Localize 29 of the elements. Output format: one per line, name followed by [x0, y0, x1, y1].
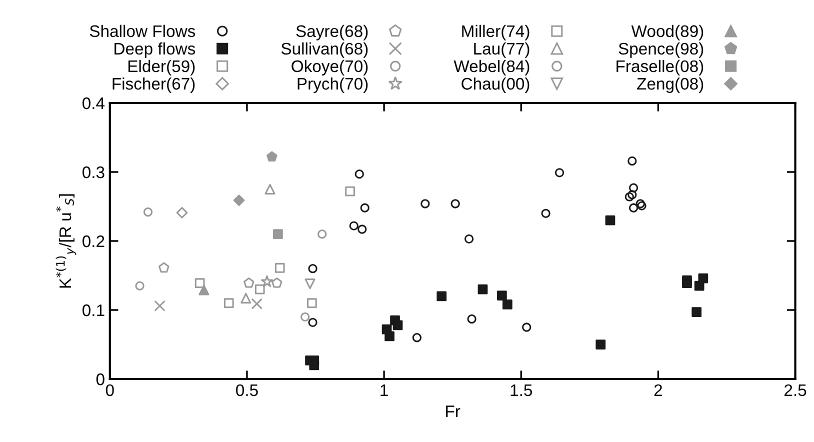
legend-label: Zeng(08) [637, 77, 704, 93]
x-tick-label: 2 [654, 384, 662, 396]
x-tick-label: 0 [106, 384, 114, 396]
legend-label: Prych(70) [298, 77, 368, 93]
legend-label: Sullivan(68) [281, 42, 368, 58]
legend-label: Miller(74) [462, 24, 530, 40]
legend-label: Elder(59) [128, 60, 195, 76]
y-tick-label: 0.4 [82, 97, 105, 110]
legend-label: Chau(00) [462, 77, 530, 93]
y-axis-title: K$^{*(1)}$$_{y}$/[R u$^{*}$$_{S}$] [56, 194, 76, 288]
x-axis-title: Fr [446, 406, 460, 418]
legend-label: Fischer(67) [112, 77, 195, 93]
legend-label: Sayre(68) [296, 24, 368, 40]
legend-label: Spence(98) [618, 42, 704, 58]
x-tick-label: 1.5 [510, 384, 532, 396]
y-tick-label: 0.3 [82, 166, 104, 178]
x-tick-label: 1 [380, 384, 388, 396]
legend-label: Deep flows [114, 42, 196, 58]
legend-label: Okoye(70) [292, 60, 368, 76]
legend-label: Shallow Flows [90, 24, 196, 38]
legend-label: Lau(77) [474, 42, 530, 58]
legend-label: Webel(84) [454, 60, 530, 76]
y-tick-label: 0.2 [82, 235, 104, 248]
x-tick-label: 2.5 [784, 384, 806, 396]
legend-label: Wood(89) [631, 24, 704, 40]
y-tick-label: 0 [96, 373, 104, 386]
x-tick-label: 0.5 [236, 384, 258, 396]
legend-label: Fraselle(08) [616, 60, 704, 76]
y-tick-label: 0.1 [82, 304, 104, 316]
